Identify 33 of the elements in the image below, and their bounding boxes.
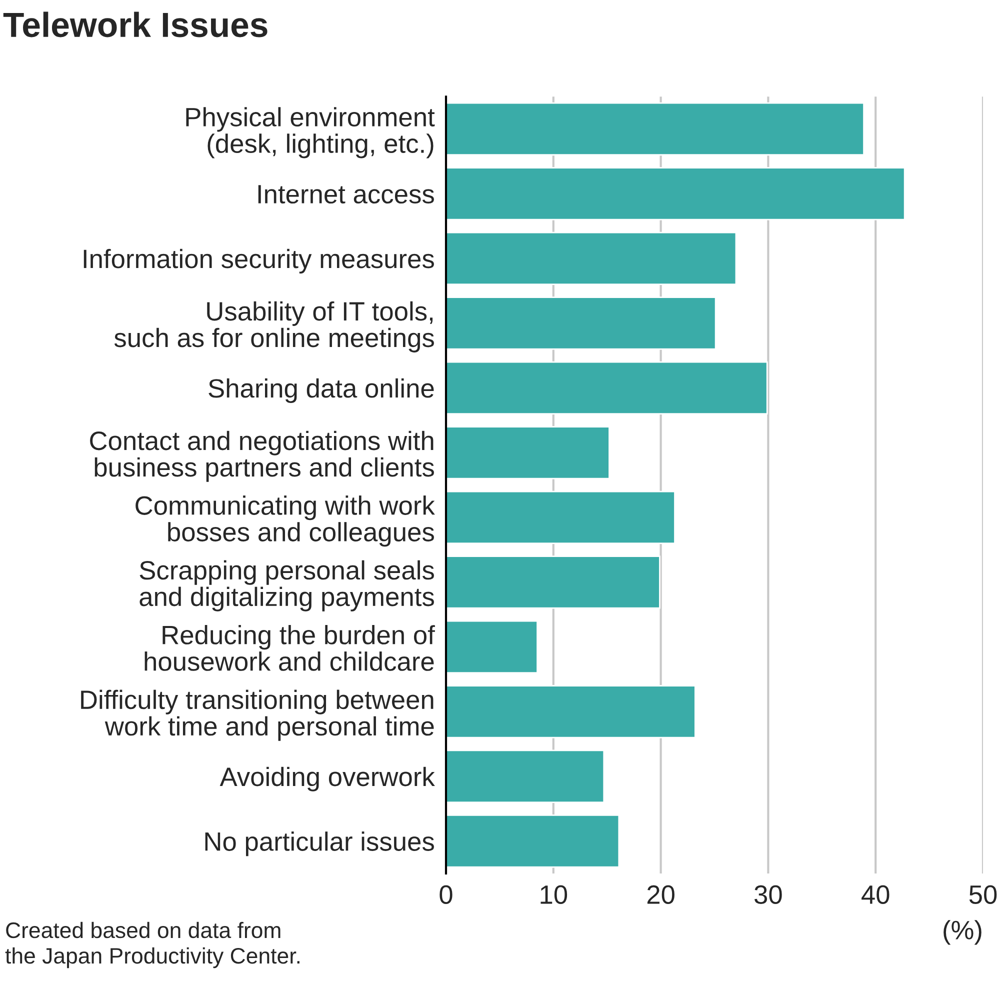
bar [446, 167, 906, 220]
text: Created based on data from the Japan Productivity Center. [5, 922, 300, 968]
x-tick-label: 0 [440, 885, 452, 904]
bar [446, 361, 768, 415]
y-tick-label: Avoiding overwork [220, 766, 435, 792]
bar [446, 490, 676, 544]
y-tick-label: No particular issues [205, 832, 434, 856]
y-tick-label: Usability of IT tools, such as for online meetings [114, 301, 434, 352]
text: Telework Issues [3, 12, 268, 38]
y-tick-label: Communicating with work bosses and colleagues [136, 496, 435, 547]
x-tick-label: 50 [969, 885, 997, 904]
x-tick-label: 30 [754, 885, 782, 904]
bar [446, 426, 610, 480]
bar [446, 296, 716, 350]
y-tick-label: Information security measures [84, 248, 434, 274]
y-tick-label: Difficulty transitioning between work time and personal time [81, 690, 434, 741]
bar [446, 685, 696, 738]
y-tick-label: Internet access [258, 185, 434, 204]
x-tick-label: 10 [540, 885, 568, 904]
y-tick-label: Sharing data online [208, 378, 434, 403]
bar [446, 814, 620, 868]
y-tick-label: Physical environment (desk, lighting, etc.) [186, 107, 435, 158]
bar [446, 102, 864, 156]
bar [446, 556, 660, 609]
x-tick-label: 40 [862, 885, 890, 904]
bar [446, 620, 538, 674]
bar [446, 232, 737, 286]
x-tick-label: 20 [647, 885, 674, 904]
y-tick-label: Reducing the burden of housework and childcare [144, 625, 435, 671]
y-tick-label: Scrapping personal seals and digitalizing payments [140, 560, 434, 612]
x-axis-title: (%) [944, 920, 982, 945]
y-tick-label: Contact and negotiations with business partners and clients [90, 430, 434, 482]
bar [446, 750, 605, 803]
